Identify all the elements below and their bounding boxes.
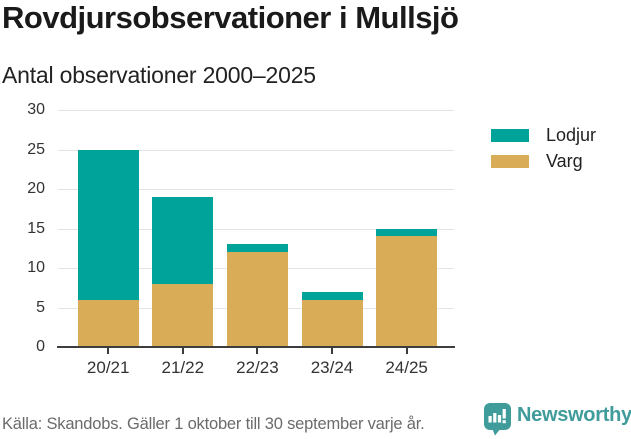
legend-item-varg: Varg	[491, 151, 596, 171]
bar-segment-lodjur	[376, 228, 438, 237]
x-axis-line	[57, 345, 455, 348]
chart-title: Rovdjursobservationer i Mullsjö	[2, 0, 459, 35]
chart-subtitle: Antal observationer 2000–2025	[2, 62, 316, 88]
x-axis-tick	[405, 348, 408, 354]
y-axis-label: 20	[27, 180, 45, 197]
y-axis-label: 15	[27, 219, 45, 237]
x-axis-tick	[107, 348, 110, 354]
gridline	[58, 189, 454, 190]
legend: Lodjur Varg	[491, 125, 597, 171]
y-axis-label: 5	[36, 298, 45, 316]
x-axis-label: 22/23	[236, 358, 279, 377]
bar-segment-lodjur	[152, 196, 214, 284]
bar-segment-lodjur	[301, 291, 363, 300]
legend-item-lodjur: Lodjur	[491, 125, 597, 145]
bar-segment-varg	[152, 283, 214, 347]
gridline	[58, 149, 454, 151]
legend-label-lodjur: Lodjur	[546, 125, 597, 145]
bar-segment-lodjur	[77, 149, 139, 300]
bar-segment-varg	[226, 252, 288, 347]
bar-segment-varg	[301, 299, 363, 347]
newsworthy-brand-name: Newsworthy	[517, 404, 631, 426]
legend-swatch-lodjur	[491, 129, 529, 142]
legend-swatch-varg	[491, 155, 529, 168]
bar-segment-lodjur	[226, 244, 288, 253]
x-axis-tick	[256, 348, 259, 354]
gridline	[58, 110, 454, 111]
y-axis-label: 25	[27, 140, 45, 158]
x-axis-label: 24/25	[385, 358, 428, 377]
y-axis-label: 10	[27, 259, 45, 276]
legend-label-varg: Varg	[546, 151, 583, 171]
x-axis-label: 21/22	[161, 358, 205, 377]
x-axis-tick	[181, 348, 184, 354]
newsworthy-brand-lockup[interactable]: Newsworthy	[483, 402, 631, 436]
x-axis-label: 20/21	[86, 358, 130, 377]
bar-segment-varg	[376, 236, 438, 347]
x-axis-tick	[331, 348, 333, 354]
x-axis-label: 23/24	[310, 358, 354, 377]
bar-segment-varg	[77, 299, 139, 347]
source-note: Källa: Skandobs. Gäller 1 oktober till 3…	[2, 415, 425, 433]
newsworthy-logo-icon	[484, 403, 511, 436]
y-axis-label: 0	[36, 338, 45, 355]
gridline	[58, 228, 454, 230]
y-axis-label: 30	[27, 101, 45, 118]
